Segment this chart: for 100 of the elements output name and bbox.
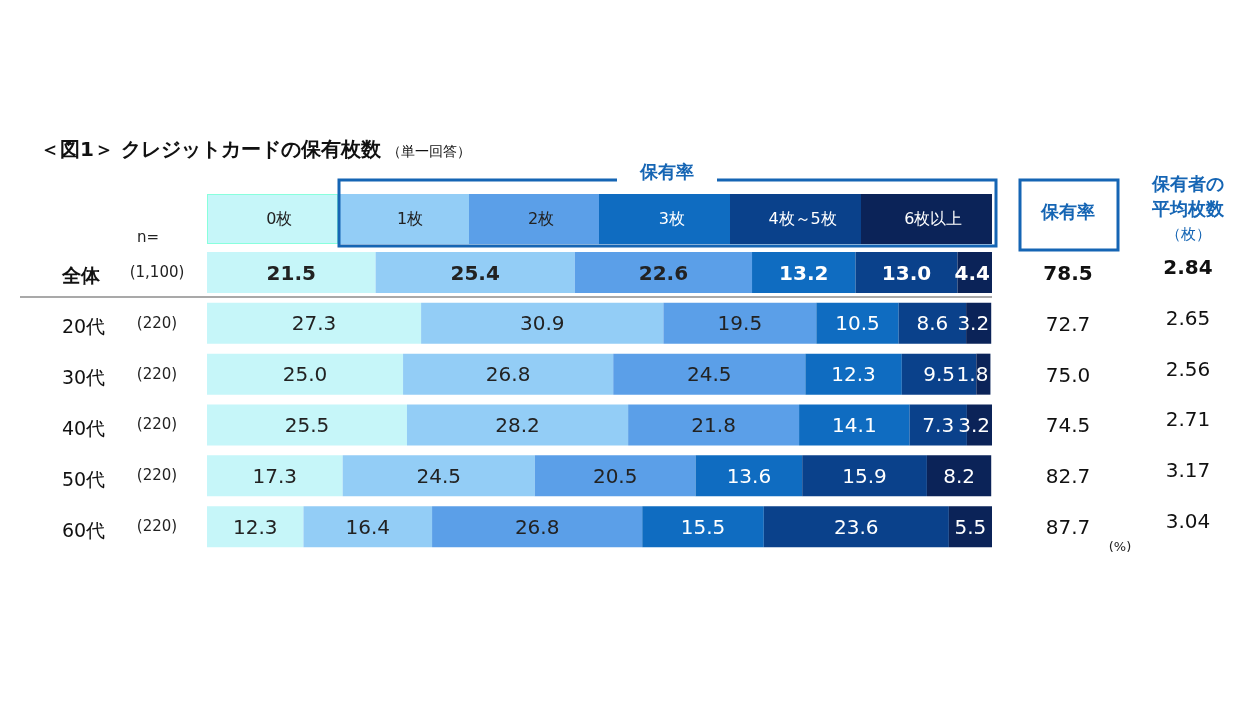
text: (220)	[136, 313, 178, 332]
data-label: 15.5	[680, 514, 726, 539]
data-label: 1.8	[956, 362, 989, 387]
y-tick-label: 60代	[62, 518, 106, 541]
data-label: 3.2	[957, 311, 990, 336]
text: 2.65	[1165, 305, 1211, 330]
bar	[207, 252, 376, 293]
data-label: 13.2	[779, 260, 829, 285]
bar	[802, 455, 927, 497]
bar	[403, 353, 614, 395]
chart-subtitle: （単一回答）	[386, 143, 471, 159]
bar	[926, 455, 992, 497]
text: 2.71	[1165, 407, 1211, 432]
bar	[207, 404, 407, 446]
y-tick-label: 20代	[62, 315, 106, 338]
text: 2枚	[468, 194, 600, 244]
text: 保有率	[639, 161, 694, 182]
series-label: 0枚	[207, 194, 338, 244]
series-label: 4枚～5枚	[730, 194, 861, 244]
data-label: 13.0	[881, 260, 932, 285]
data-label: 16.4	[345, 514, 391, 539]
data-label: 4.4	[954, 260, 990, 285]
text: 2.84	[1163, 255, 1213, 279]
data-label: 22.6	[638, 260, 689, 285]
data-label: 14.1	[832, 413, 877, 437]
data-label: 5.5	[954, 514, 987, 539]
data-label: 12.3	[831, 362, 876, 387]
data-label: 28.2	[495, 413, 540, 437]
text: 72.7	[1045, 311, 1091, 336]
bar	[613, 353, 806, 395]
bar	[534, 455, 696, 497]
data-label: 26.8	[514, 514, 560, 539]
text: 3.04	[1165, 509, 1211, 533]
text: (220)	[136, 517, 178, 535]
text: (220)	[136, 415, 178, 434]
data-label: 25.4	[450, 260, 500, 285]
bar	[432, 506, 643, 548]
data-label: 30.9	[519, 311, 565, 336]
bar	[207, 353, 404, 395]
text: 保有者の	[1151, 173, 1224, 194]
bar	[406, 404, 629, 446]
bar	[663, 302, 817, 344]
text: 2.56	[1165, 356, 1211, 381]
text: (%)	[1108, 539, 1132, 554]
data-label: 25.5	[284, 413, 330, 437]
bar	[375, 252, 575, 293]
bar	[752, 252, 856, 293]
bar	[799, 404, 910, 446]
bar	[342, 455, 535, 497]
bar	[207, 455, 343, 497]
data-label: 8.6	[916, 311, 949, 336]
bar	[421, 302, 664, 344]
data-label: 21.5	[266, 260, 316, 285]
text: 3.17	[1165, 458, 1211, 483]
data-label: 17.3	[252, 463, 298, 488]
data-label: 7.3	[922, 413, 955, 437]
series-label: 1枚	[337, 194, 469, 244]
y-tick-label: 30代	[62, 366, 106, 389]
data-label: 21.8	[691, 413, 736, 437]
y-tick-label: 全体	[61, 264, 101, 287]
y-tick-label: 50代	[62, 467, 106, 490]
bar	[574, 252, 753, 293]
data-label: 15.9	[842, 463, 887, 488]
y-tick-label: 40代	[62, 416, 106, 439]
chart-title: ＜図1＞ クレジットカードの保有枚数	[40, 137, 381, 161]
data-label: 3.2	[958, 413, 990, 437]
bar	[303, 506, 433, 548]
bar	[805, 353, 902, 395]
bar	[695, 455, 803, 497]
data-label: 27.3	[291, 311, 337, 336]
text: 78.5	[1043, 261, 1093, 285]
bar	[207, 302, 422, 344]
bar	[642, 506, 764, 548]
text: 74.5	[1045, 413, 1091, 438]
bar	[816, 302, 899, 344]
data-label: 26.8	[485, 362, 531, 387]
data-label: 24.5	[416, 463, 461, 488]
data-label: 8.2	[943, 463, 975, 488]
text: 3枚	[599, 194, 731, 244]
text: 平均枚数	[1151, 198, 1225, 219]
text: 保有率	[1040, 201, 1095, 222]
data-label: 19.5	[717, 311, 763, 336]
bar	[207, 506, 304, 548]
data-label: 12.3	[232, 514, 278, 539]
text: (220)	[136, 364, 178, 383]
text: 75.0	[1045, 362, 1091, 387]
data-label: 24.5	[687, 362, 732, 387]
bar	[763, 506, 949, 548]
text: n=	[136, 228, 160, 246]
text: （枚）	[1165, 225, 1211, 243]
data-label: 10.5	[835, 311, 880, 336]
text: 87.7	[1045, 515, 1091, 539]
text: (220)	[136, 466, 178, 485]
data-label: 23.6	[834, 514, 879, 539]
data-label: 20.5	[592, 463, 638, 488]
bar	[628, 404, 800, 446]
data-label: 25.0	[282, 362, 328, 387]
text: 82.7	[1045, 464, 1091, 489]
data-label: 9.5	[923, 362, 955, 387]
series-label: 6枚以上	[861, 194, 992, 244]
